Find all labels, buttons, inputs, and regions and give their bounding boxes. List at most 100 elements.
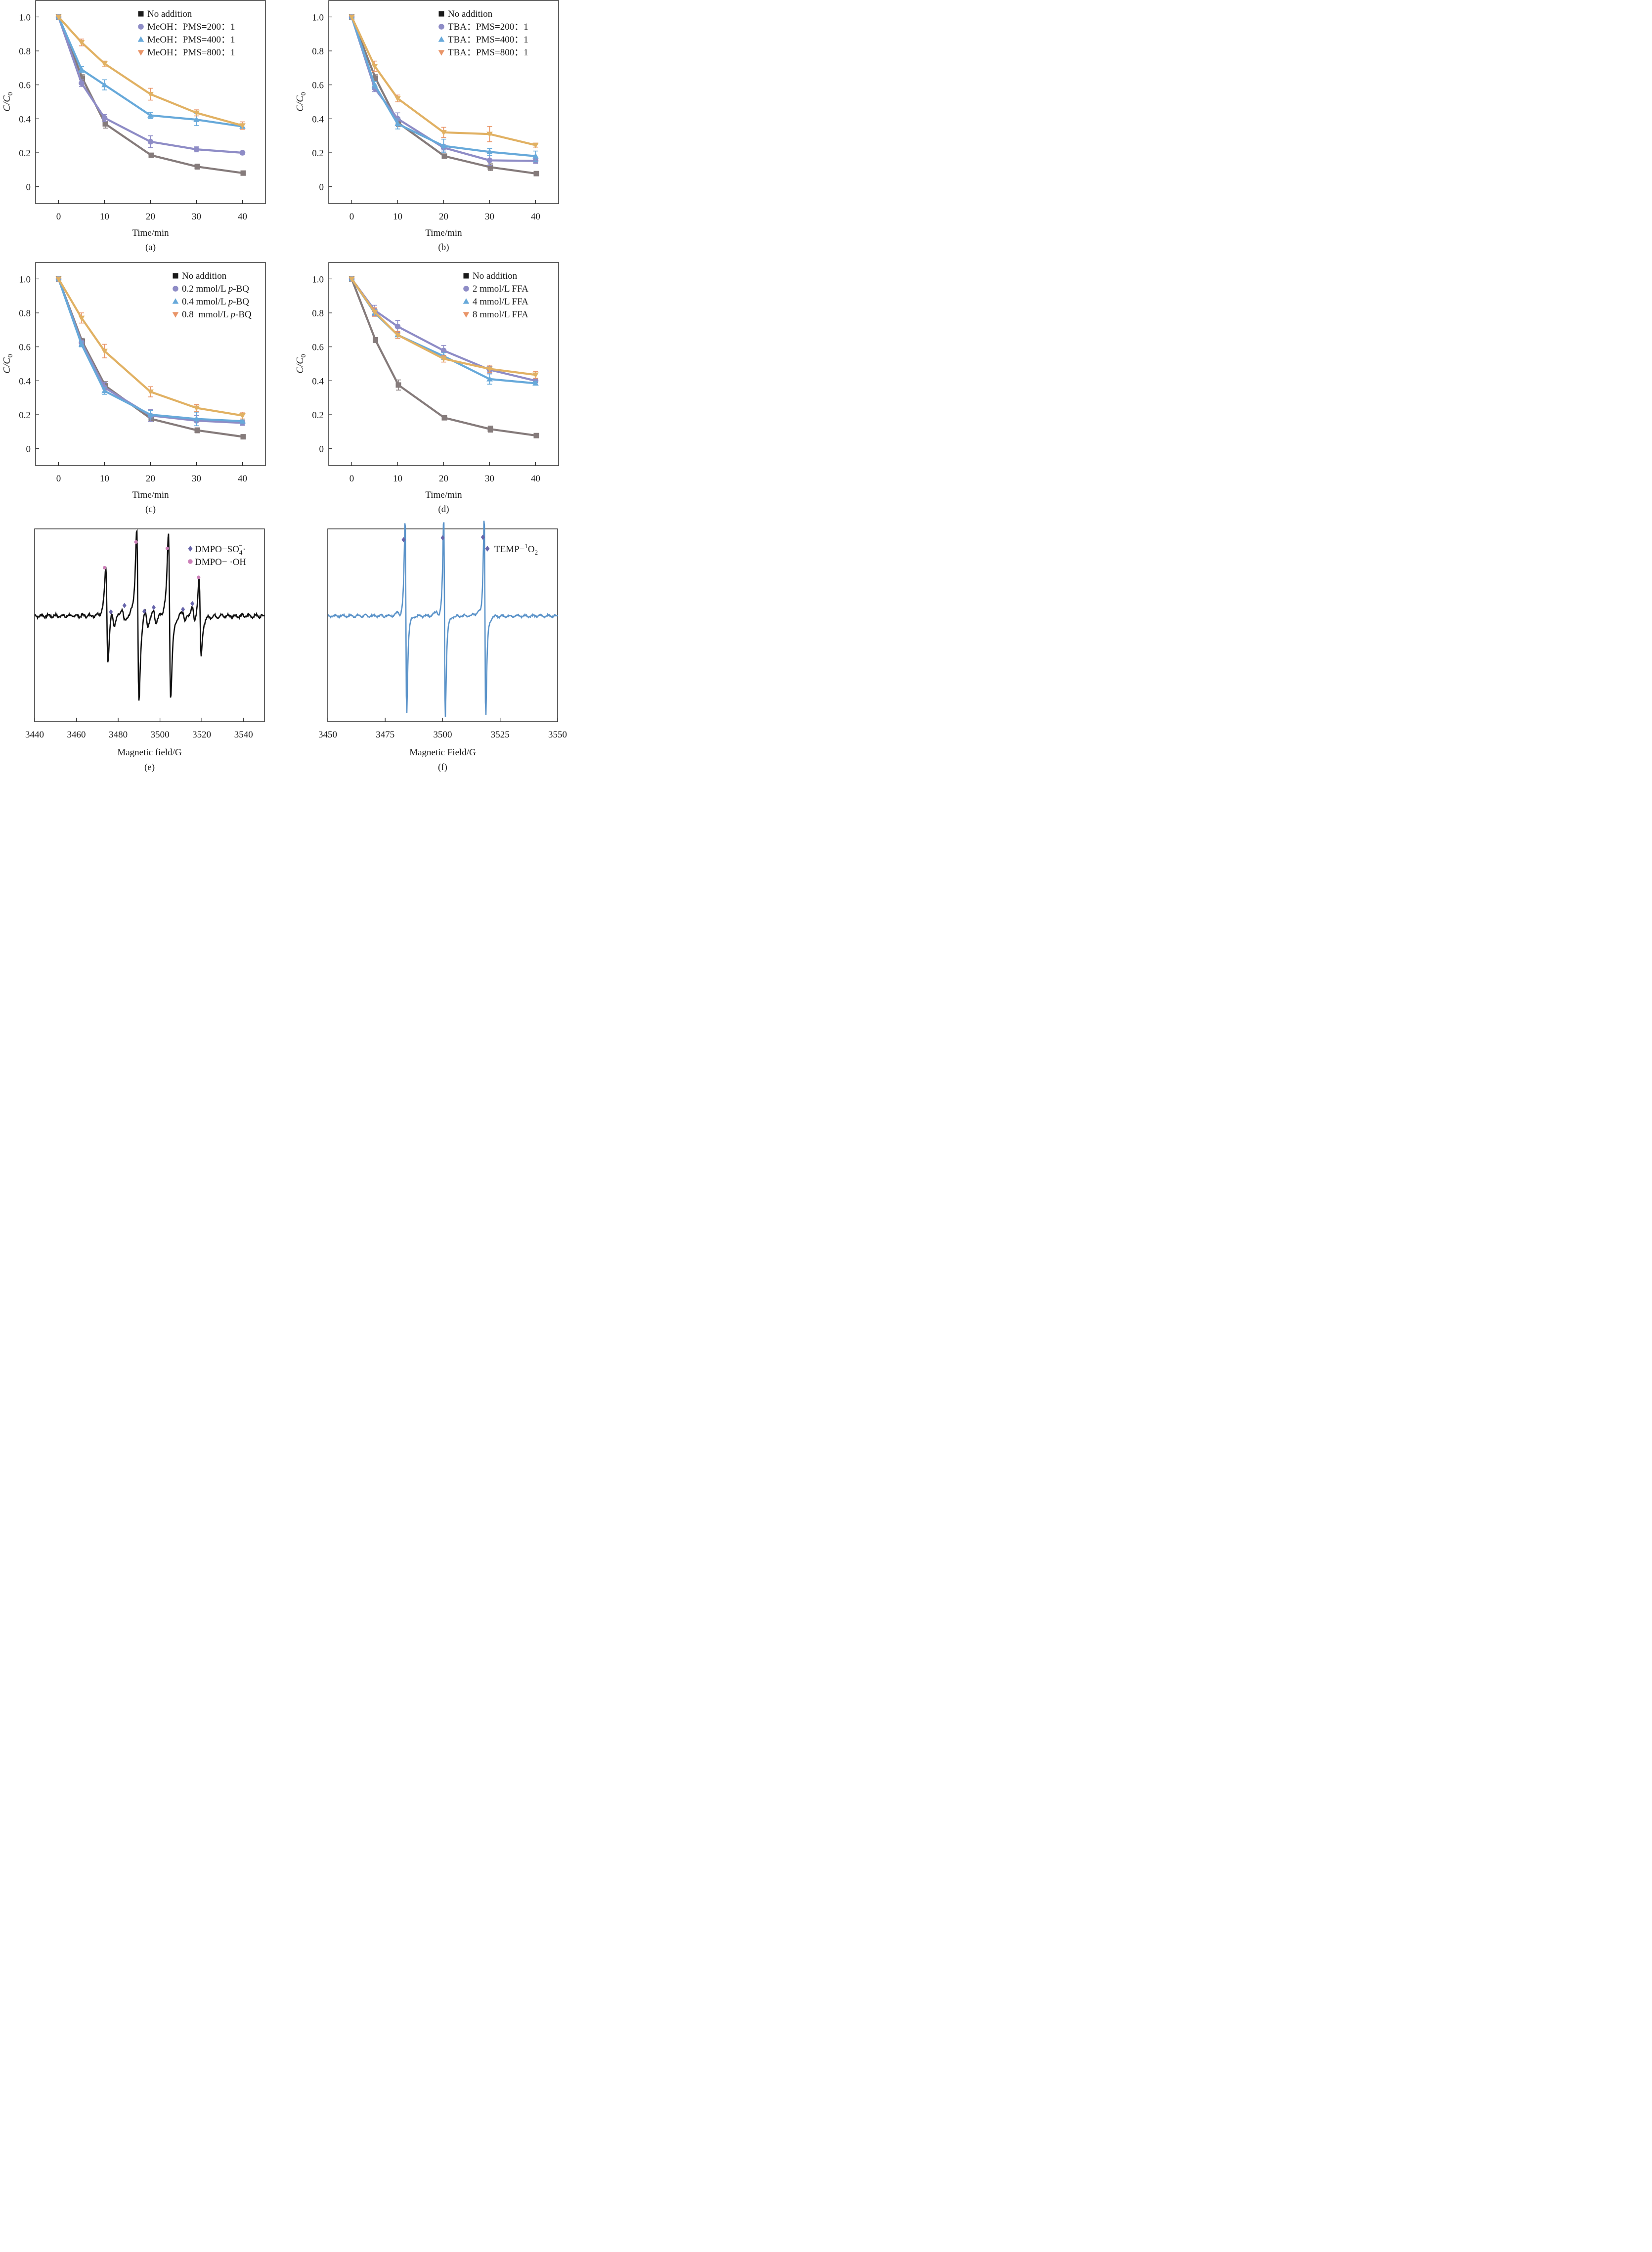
y-tick-label: 1.0 [312, 12, 324, 23]
data-point [101, 61, 108, 67]
panel-caption: (d) [438, 504, 449, 515]
series-3 [55, 276, 246, 420]
legend-label: MeOH：PMS=400：1 [147, 35, 235, 45]
legend-marker [438, 50, 445, 56]
x-tick-label: 20 [439, 212, 448, 222]
y-tick-label: 0.2 [312, 148, 324, 159]
x-tick-label: 40 [531, 474, 540, 484]
data-point [239, 413, 246, 419]
legend-marker [138, 11, 144, 17]
plot-frame [34, 528, 265, 722]
x-tick-label: 3500 [434, 730, 452, 740]
series-line [57, 278, 243, 423]
data-point [394, 96, 401, 102]
panel-a: 0 0.2 0.4 0.6 0.8 1.0 0 10 20 30 40 Time/min C/C0 (a)… [0, 0, 277, 257]
chart-d: 0 0.2 0.4 0.6 0.8 1.0 0 10 20 30 40 Time/min C/C0 (d)… [295, 262, 559, 515]
legend-marker [137, 50, 144, 56]
x-axis-label: Time/min [425, 490, 462, 500]
data-point [148, 152, 154, 158]
legend-marker [438, 24, 444, 30]
x-tick-label: 20 [439, 474, 448, 484]
data-point [532, 372, 539, 378]
y-tick-label: 1.0 [19, 12, 31, 23]
series-line [350, 278, 536, 382]
data-point [394, 121, 401, 127]
peak-markers [103, 540, 201, 615]
legend-marker [463, 312, 470, 318]
data-point [348, 276, 355, 282]
legend-marker [173, 286, 178, 292]
y-tick-label: 0.6 [312, 343, 324, 353]
legend-label: 2 mmol/L FFA [473, 284, 528, 294]
y-tick-label: 0.6 [19, 343, 31, 353]
legend: DMPO−SO4−·DMPO− ·OH [188, 542, 246, 567]
legend-marker [173, 273, 178, 279]
x-tick-label: 3540 [234, 730, 253, 740]
spectrum-line [34, 528, 265, 701]
series-3 [55, 14, 246, 130]
y-tick-label: 0.8 [312, 308, 324, 319]
legend: No addition 2 mmol/L FFA 4 mmol/L FFA 8 mmo… [463, 271, 528, 320]
data-point [102, 121, 108, 127]
legend-marker [438, 36, 445, 42]
data-point [194, 164, 200, 170]
legend-marker [463, 286, 469, 292]
legend-label: MeOH：PMS=800：1 [147, 47, 235, 58]
series-0 [349, 276, 539, 438]
x-tick-label: 3525 [491, 730, 510, 740]
legend-label: TBA：PMS=800：1 [448, 47, 528, 58]
dmpo-so4-marker [122, 603, 127, 608]
data-point [532, 142, 539, 149]
chart-a: 0 0.2 0.4 0.6 0.8 1.0 0 10 20 30 40 Time/min C/C0 (a)… [1, 0, 266, 253]
data-point [55, 276, 62, 282]
data-point [441, 153, 447, 159]
x-tick-label: 20 [146, 474, 155, 484]
x-tick-label: 0 [56, 212, 61, 222]
x-tick-label: 3475 [376, 730, 394, 740]
data-point [55, 14, 62, 20]
data-point [147, 138, 154, 145]
series-line [57, 278, 243, 417]
panel-c: 0 0.2 0.4 0.6 0.8 1.0 0 10 20 30 40 Time/min C/C0 (c)… [0, 262, 277, 519]
data-point [394, 332, 401, 339]
y-axis-label: C/C0 [295, 92, 307, 111]
y-tick-label: 1.0 [312, 274, 324, 285]
legend-marker [485, 546, 490, 552]
x-tick-label: 10 [100, 474, 109, 484]
x-tick-label: 3480 [109, 730, 128, 740]
data-point [440, 142, 447, 148]
y-tick-label: 0.8 [312, 46, 324, 57]
legend-label: No addition [182, 271, 227, 281]
spectrum-line [327, 520, 559, 717]
data-point [395, 382, 401, 388]
x-tick-label: 0 [349, 474, 354, 484]
data-point [240, 170, 246, 176]
panel-e: 3440 3460 3480 3500 3520 3540 Magnetic field/G… [0, 514, 277, 776]
dmpo-oh-marker [134, 540, 138, 544]
legend-label: TEMP−1O2 [494, 542, 538, 556]
legend-marker [137, 36, 144, 42]
legend-label: 0.8 mmol/L p-BQ [182, 309, 252, 320]
series-line [57, 16, 243, 128]
data-point [78, 341, 85, 347]
data-point [533, 433, 539, 438]
data-point [101, 82, 108, 87]
legend-label: No addition [147, 9, 192, 19]
y-tick-label: 0 [319, 444, 324, 455]
x-tick-label: 30 [485, 212, 494, 222]
x-tick-label: 3460 [67, 730, 86, 740]
panel-b: 0 0.2 0.4 0.6 0.8 1.0 0 10 20 30 40 Time/min C/C0 (b)… [293, 0, 570, 257]
data-point [239, 123, 246, 129]
x-tick-label: 30 [485, 474, 494, 484]
y-tick-label: 0.6 [312, 81, 324, 91]
y-tick-label: 0 [26, 182, 31, 193]
x-axis-label: Time/min [132, 490, 169, 500]
data-point [440, 130, 447, 136]
x-tick-label: 3450 [318, 730, 337, 740]
y-tick-label: 0 [26, 444, 31, 455]
x-tick-label: 0 [349, 212, 354, 222]
data-point [532, 380, 539, 386]
panel-caption: (e) [144, 762, 155, 773]
y-tick-label: 1.0 [19, 274, 31, 285]
data-point [147, 411, 154, 417]
